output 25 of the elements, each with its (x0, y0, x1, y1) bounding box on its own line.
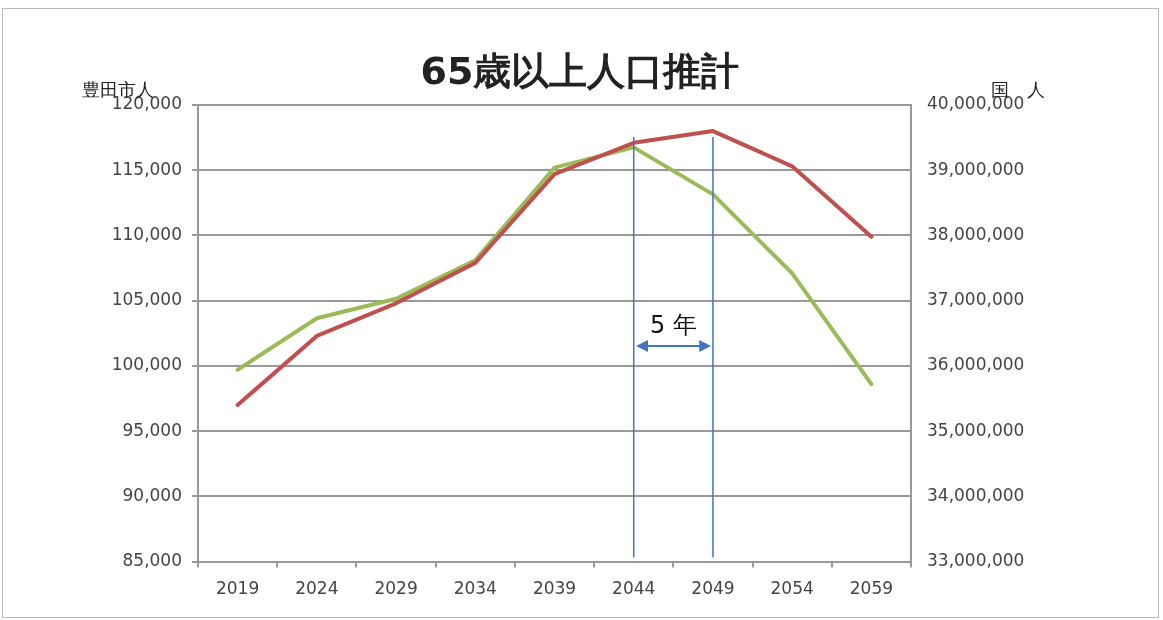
x-tick-label: 2034 (453, 578, 497, 599)
x-tick-label: 2054 (770, 578, 814, 599)
y2-tick-label: 35,000,000 (927, 419, 1025, 440)
x-tick-label: 2029 (374, 578, 418, 599)
y-tick-label: 85,000 (122, 550, 182, 571)
y2-tick-label: 33,000,000 (927, 550, 1025, 571)
x-tick-label: 2049 (691, 578, 735, 599)
y2-tick-label: 36,000,000 (927, 354, 1025, 375)
y2-tick-label: 39,000,000 (927, 158, 1025, 179)
x-tick-label: 2044 (612, 578, 656, 599)
y-tick-label: 90,000 (122, 484, 182, 505)
chart-title: 65歳以上人口推計 (420, 49, 740, 93)
y-tick-label: 105,000 (111, 289, 182, 310)
y2-tick-label: 38,000,000 (927, 223, 1025, 244)
y-tick-label: 115,000 (111, 158, 182, 179)
annotation: 5 年 (649, 311, 697, 339)
y-tick-label: 95,000 (122, 419, 182, 440)
y-tick-label: 110,000 (111, 223, 182, 244)
x-tick-label: 2024 (295, 578, 339, 599)
x-tick-label: 2059 (849, 578, 894, 599)
x-tick-label: 2039 (532, 578, 577, 599)
x-tick-label: 2019 (215, 578, 260, 599)
y-tick-label: 100,000 (111, 354, 182, 375)
y2-tick-label: 37,000,000 (927, 289, 1025, 310)
y2-tick-label: 34,000,000 (927, 484, 1025, 505)
